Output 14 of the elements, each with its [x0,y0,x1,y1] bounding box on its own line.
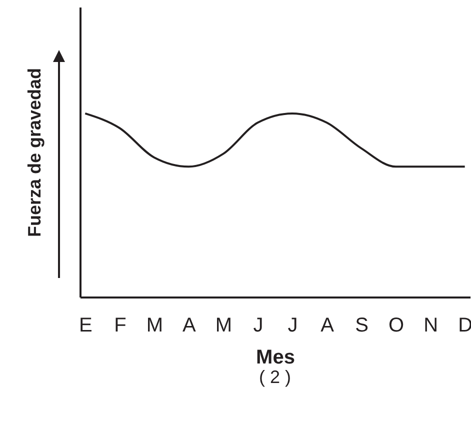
x-tick-label: N [424,314,438,336]
x-tick-label: S [355,314,368,336]
x-tick-label: J [253,314,264,336]
x-tick-label: E [79,314,92,336]
x-tick-label: M [146,314,164,336]
x-tick-label: O [388,314,404,336]
x-axis-title: Mes [256,346,295,368]
x-tick-label: F [114,314,126,336]
y-axis-title: Fuerza de gravedad [24,68,44,238]
x-tick-label: A [182,314,197,336]
text: ( 2 ) [258,367,292,387]
x-tick-label: M [215,314,232,336]
x-tick-label: J [288,314,298,336]
x-tick-label: A [320,314,335,336]
